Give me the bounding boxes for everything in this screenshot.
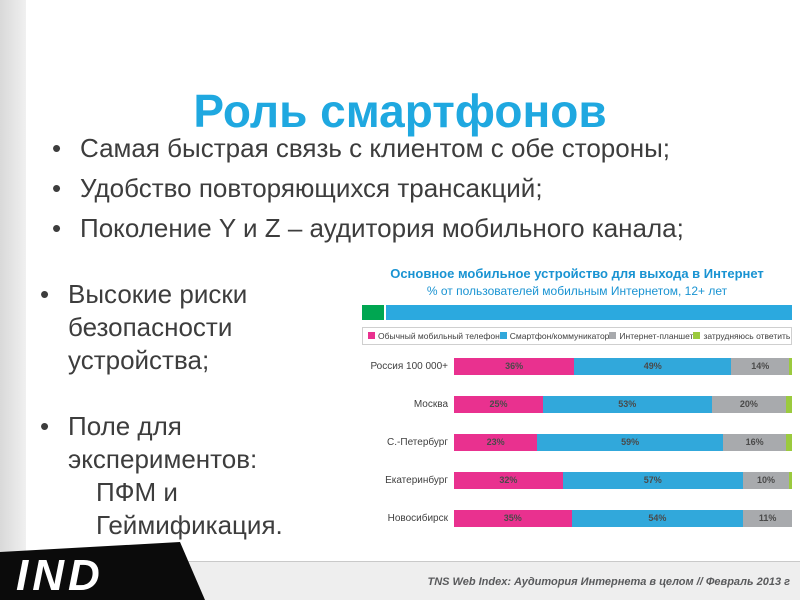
bar-track: 36% 49% 14% [454, 357, 792, 375]
banner-blue-bar [386, 304, 792, 320]
bullet-text-line1: Поле для экспериментов: [68, 411, 258, 474]
bar-segment: 53% [543, 395, 712, 413]
legend-item: Интернет-планшет [609, 331, 693, 341]
bullet-text-line2: ПФМ и Геймификация. [96, 477, 283, 540]
bar-track: 32% 57% 10% [454, 471, 792, 489]
bar-row: Россия 100 000+ 36% 49% 14% [362, 357, 792, 375]
bar-segment: 57% [562, 471, 743, 489]
bar-segment: 36% [454, 357, 575, 375]
company-logo: IND [0, 542, 205, 600]
bullet-text: Высокие риски безопасности устройства; [68, 279, 248, 375]
legend-label: Интернет-планшет [619, 330, 694, 341]
bar-track: 23% 59% 16% [454, 433, 792, 451]
bar-segment [786, 395, 792, 413]
legend-swatch [609, 332, 617, 340]
bar-segment [789, 357, 792, 375]
top-bullet-list: Самая быстрая связь с клиентом с обе сто… [52, 128, 762, 248]
bullet-item: Удобство повторяющихся трансакций; [52, 168, 762, 208]
chart-bars: Россия 100 000+ 36% 49% 14% Москва 25% 53% 20% С… [362, 357, 792, 527]
banner-green-square [362, 304, 384, 320]
left-bullet-list: Высокие риски безопасности устройства; П… [40, 278, 310, 575]
legend-swatch [368, 332, 375, 340]
bar-row: Екатеринбург 32% 57% 10% [362, 471, 792, 489]
bar-category-label: Россия 100 000+ [370, 360, 448, 372]
bar-row: Москва 25% 53% 20% [362, 395, 792, 413]
chart-legend: Обычный мобильный телефон Смартфон/коммун… [362, 326, 792, 345]
bar-track: 25% 53% 20% [454, 395, 792, 413]
bullet-text: Поле для экспериментов:ПФМ и Геймификаци… [68, 410, 310, 542]
bar-row: С.-Петербург 23% 59% 16% [362, 433, 792, 451]
bar-segment: 16% [722, 433, 787, 451]
bar-segment: 14% [731, 357, 790, 375]
chart-banner [362, 304, 792, 320]
bar-segment: 11% [743, 509, 792, 527]
left-edge-stripe [0, 0, 26, 600]
legend-item: Обычный мобильный телефон [368, 331, 500, 341]
chart-panel: Основное мобильное устройство для выхода… [362, 266, 792, 554]
legend-label: затрудняюсь ответить [703, 330, 791, 341]
bar-track: 35% 54% 11% [454, 509, 792, 527]
bar-category-label: Москва [413, 398, 448, 410]
bar-segment: 32% [454, 471, 563, 489]
bar-category-label: Екатеринбург [385, 474, 448, 486]
bullet-item: Высокие риски безопасности устройства; [40, 278, 310, 377]
bar-segment [786, 433, 792, 451]
logo-text: IND [16, 551, 104, 600]
bullet-item: Поколение Y и Z – аудитория мобильного к… [52, 208, 762, 248]
bar-segment: 25% [454, 395, 543, 413]
bullet-item: Поле для экспериментов:ПФМ и Геймификаци… [40, 410, 310, 542]
bullet-text: Удобство повторяющихся трансакций; [80, 173, 543, 203]
logo-graphic: IND [0, 542, 205, 600]
bar-segment: 35% [454, 509, 572, 527]
bar-segment: 49% [574, 357, 732, 375]
bar-segment: 23% [454, 433, 538, 451]
bar-segment: 54% [571, 509, 744, 527]
bar-segment: 59% [537, 433, 723, 451]
legend-swatch [693, 332, 701, 340]
legend-item: затрудняюсь ответить [693, 331, 790, 341]
logo-background-shape [0, 542, 205, 600]
bullet-item: Самая быстрая связь с клиентом с обе сто… [52, 128, 762, 168]
bar-category-label: Новосибирск [387, 512, 448, 524]
legend-label: Обычный мобильный телефон [378, 330, 500, 341]
chart-title: Основное мобильное устройство для выхода… [390, 266, 764, 281]
bar-category-label: С.-Петербург [387, 436, 448, 448]
legend-label: Смартфон/коммуникатор [509, 330, 610, 341]
bullet-text: Самая быстрая связь с клиентом с обе сто… [80, 133, 670, 163]
chart-subtitle: % от пользователей мобильным Интернетом,… [426, 283, 728, 298]
legend-item: Смартфон/коммуникатор [499, 330, 610, 341]
bar-segment: 20% [711, 395, 787, 413]
source-citation: TNS Web Index: Аудитория Интернета в цел… [427, 576, 790, 588]
bar-segment [789, 471, 792, 489]
bar-row: Новосибирск 35% 54% 11% [362, 509, 792, 527]
page-title: Роль смартфонов [193, 84, 607, 137]
bullet-text: Поколение Y и Z – аудитория мобильного к… [80, 213, 684, 243]
legend-swatch [499, 332, 507, 340]
bar-segment: 10% [742, 471, 790, 489]
